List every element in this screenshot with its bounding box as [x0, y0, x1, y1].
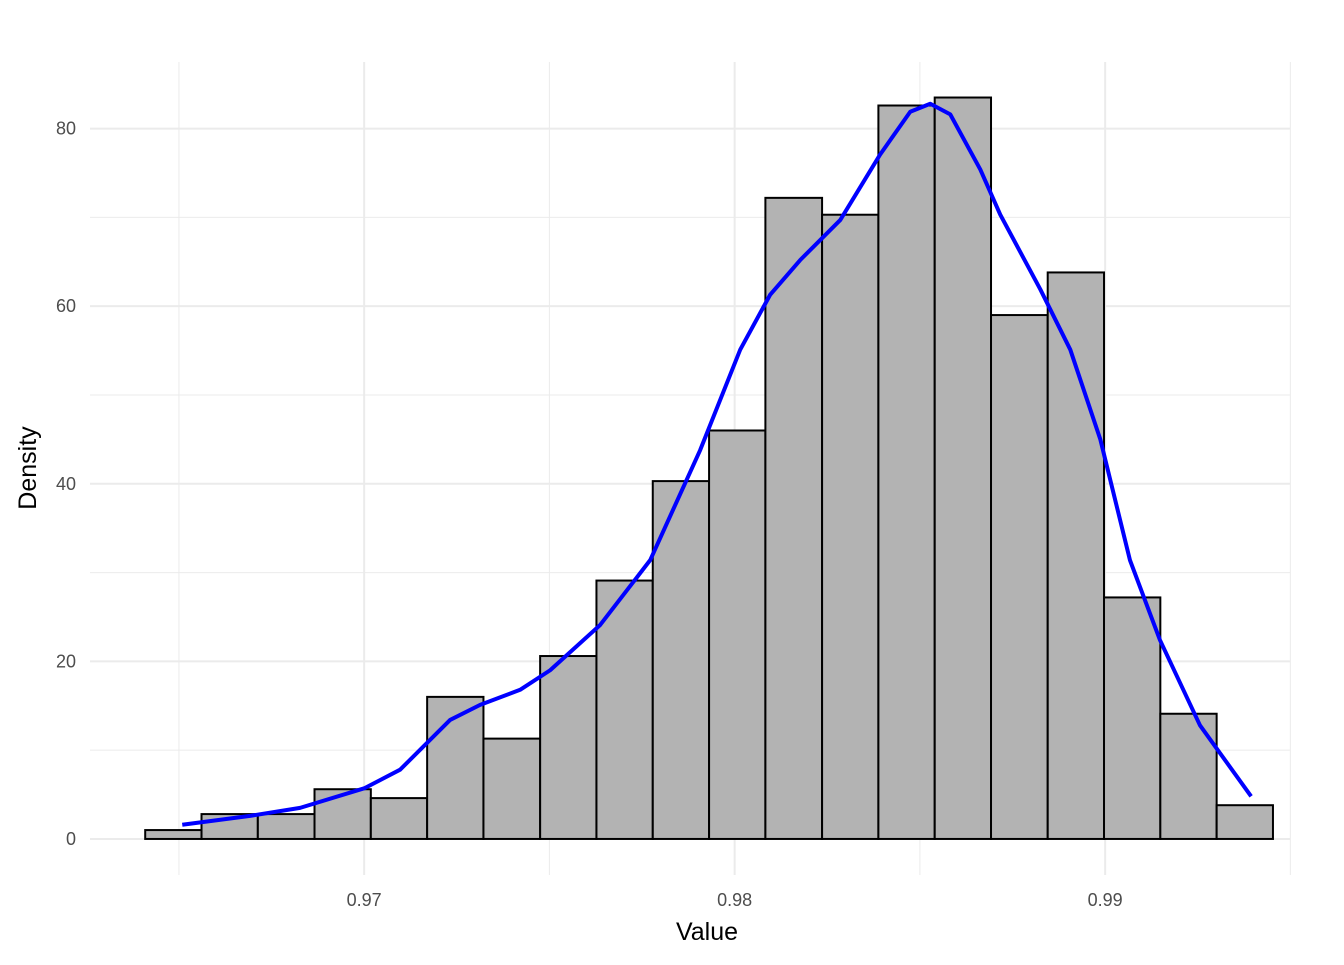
- y-tick-label: 40: [56, 474, 76, 494]
- bars: [144, 96, 1274, 840]
- bar: [1046, 271, 1106, 840]
- bar: [482, 737, 542, 840]
- bar: [990, 314, 1049, 840]
- y-tick-label: 60: [56, 296, 76, 316]
- bar: [1103, 596, 1162, 840]
- bar: [651, 480, 711, 840]
- bar: [708, 429, 767, 840]
- bar: [539, 655, 598, 840]
- y-axis-title: Density: [14, 426, 42, 510]
- x-tick-label: 0.99: [1088, 890, 1123, 910]
- bar: [426, 695, 485, 840]
- density-curve-group: [181, 101, 1253, 827]
- bar: [144, 829, 203, 840]
- x-axis-title: Value: [676, 918, 738, 946]
- bar: [1159, 712, 1218, 840]
- bar: [933, 96, 993, 840]
- y-tick-label: 20: [56, 651, 76, 671]
- bar: [200, 813, 259, 840]
- y-tick-label: 80: [56, 119, 76, 139]
- bar: [764, 196, 824, 840]
- bar: [256, 813, 316, 840]
- bar: [821, 213, 880, 840]
- density-curve: [181, 101, 1253, 827]
- y-tick-label: 0: [66, 829, 76, 849]
- bar: [313, 788, 372, 840]
- labels: 0.97 0.98 0.99 0 20 40 60 80: [56, 119, 1123, 910]
- bar: [1215, 804, 1274, 840]
- x-tick-label: 0.97: [347, 890, 382, 910]
- bar: [369, 797, 429, 840]
- bar: [877, 104, 936, 840]
- x-tick-label: 0.98: [717, 890, 752, 910]
